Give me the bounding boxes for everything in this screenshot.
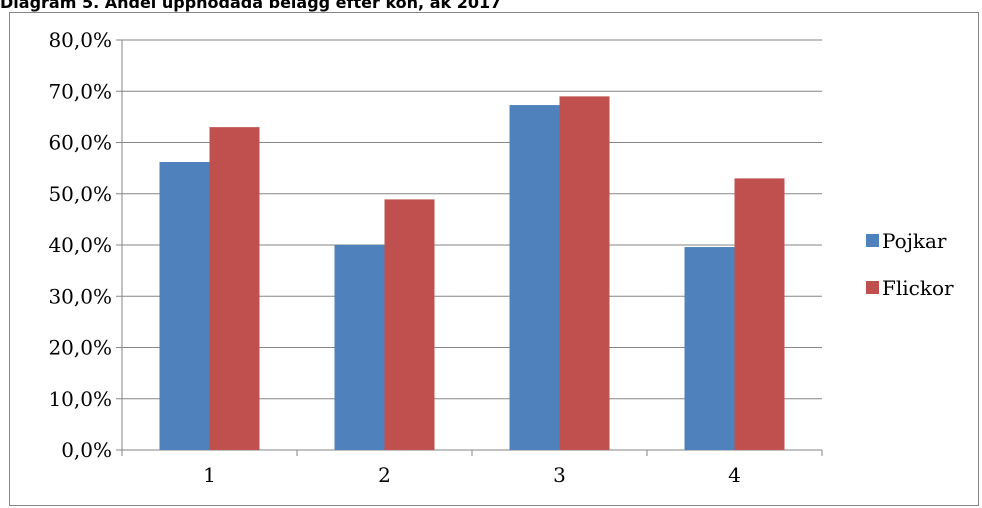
legend-swatch-flickor [866, 281, 879, 294]
x-tick-label: 4 [728, 463, 741, 487]
bar-flickor-3 [559, 96, 610, 450]
bar-pojkar-4 [684, 247, 735, 450]
y-tick-label: 40,0% [48, 233, 112, 257]
x-tick-label: 3 [553, 463, 566, 487]
legend-label-flickor: Flickor [882, 276, 954, 300]
y-tick-label: 0,0% [61, 438, 112, 462]
bar-pojkar-1 [159, 161, 210, 450]
y-tick-label: 80,0% [48, 28, 112, 52]
bar-pojkar-3 [509, 105, 560, 451]
y-tick-label: 50,0% [48, 182, 112, 206]
bar-pojkar-2 [334, 245, 385, 450]
chart-frame [9, 12, 979, 506]
bar-flickor-2 [384, 199, 435, 450]
bar-flickor-1 [209, 127, 260, 450]
y-tick-label: 70,0% [48, 79, 112, 103]
y-tick-label: 10,0% [48, 387, 112, 411]
x-tick-label: 1 [203, 463, 216, 487]
legend-swatch-pojkar [866, 234, 879, 247]
legend-label-pojkar: Pojkar [882, 229, 947, 253]
y-tick-label: 30,0% [48, 284, 112, 308]
y-tick-label: 60,0% [48, 131, 112, 155]
chart-title: Diagram 5. Andel upphodada belägg efter … [0, 0, 502, 12]
bar-flickor-4 [734, 178, 785, 450]
x-tick-label: 2 [378, 463, 391, 487]
y-tick-label: 20,0% [48, 336, 112, 360]
